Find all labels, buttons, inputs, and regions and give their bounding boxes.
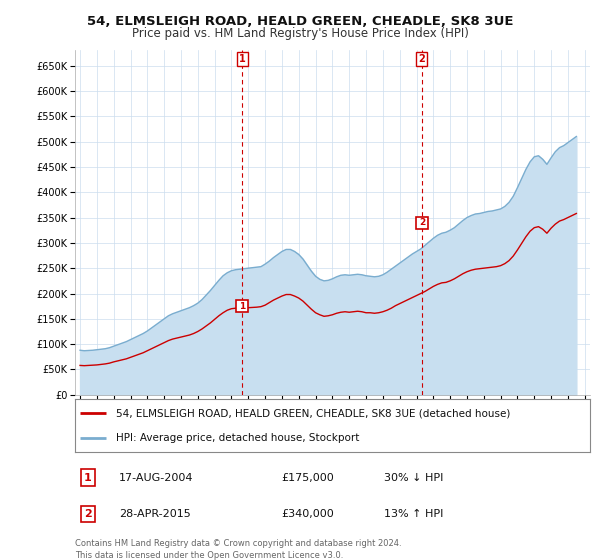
Text: 28-APR-2015: 28-APR-2015 [119,508,191,519]
Text: HPI: Average price, detached house, Stockport: HPI: Average price, detached house, Stoc… [116,432,359,442]
Text: 1: 1 [84,473,92,483]
Text: £175,000: £175,000 [281,473,334,483]
Text: 54, ELMSLEIGH ROAD, HEALD GREEN, CHEADLE, SK8 3UE (detached house): 54, ELMSLEIGH ROAD, HEALD GREEN, CHEADLE… [116,408,511,418]
Text: 1: 1 [239,302,245,311]
Text: Contains HM Land Registry data © Crown copyright and database right 2024.
This d: Contains HM Land Registry data © Crown c… [75,539,401,559]
Text: 13% ↑ HPI: 13% ↑ HPI [384,508,443,519]
Text: 2: 2 [84,508,92,519]
Text: Price paid vs. HM Land Registry's House Price Index (HPI): Price paid vs. HM Land Registry's House … [131,27,469,40]
Text: 2: 2 [419,54,425,64]
Text: 54, ELMSLEIGH ROAD, HEALD GREEN, CHEADLE, SK8 3UE: 54, ELMSLEIGH ROAD, HEALD GREEN, CHEADLE… [87,15,513,27]
Text: £340,000: £340,000 [281,508,334,519]
Text: 1: 1 [239,54,245,64]
Text: 30% ↓ HPI: 30% ↓ HPI [384,473,443,483]
Text: 2: 2 [419,218,425,227]
Text: 17-AUG-2004: 17-AUG-2004 [119,473,193,483]
